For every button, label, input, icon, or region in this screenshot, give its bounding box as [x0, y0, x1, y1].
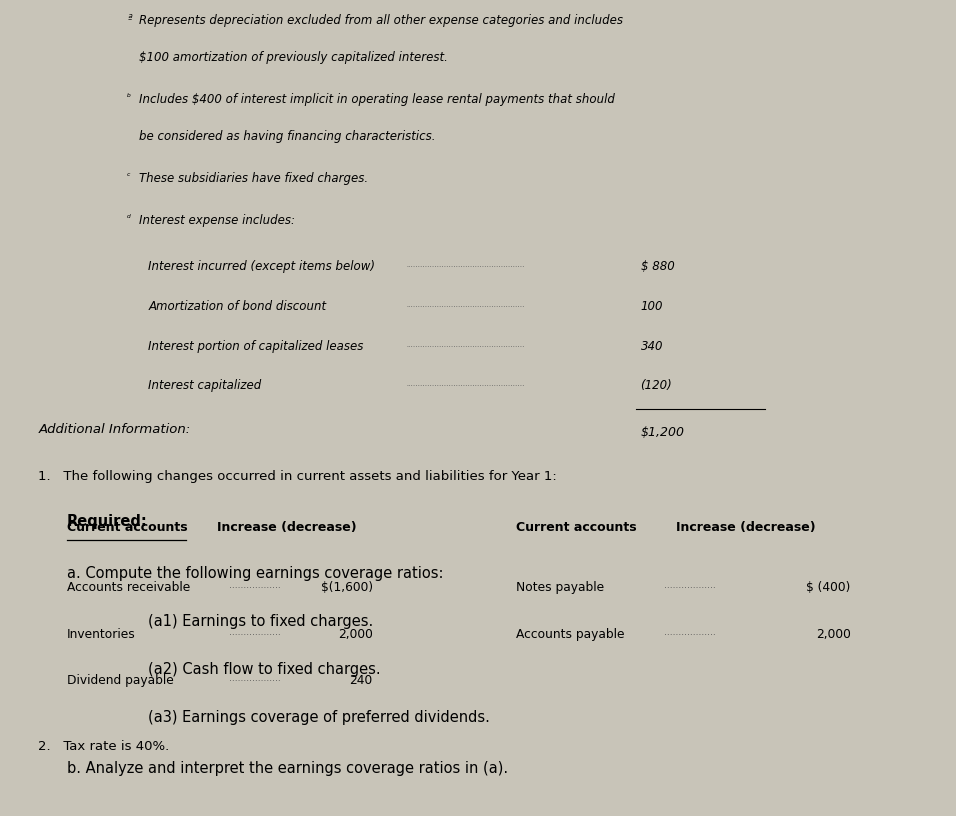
- Text: ª: ª: [127, 14, 132, 24]
- Text: (120): (120): [641, 379, 672, 392]
- Text: Required:: Required:: [67, 514, 147, 530]
- Text: ..................: ..................: [229, 674, 281, 684]
- Text: Dividend payable: Dividend payable: [67, 674, 174, 687]
- Text: Accounts receivable: Accounts receivable: [67, 581, 190, 594]
- Text: $1,200: $1,200: [641, 426, 684, 438]
- Text: Interest capitalized: Interest capitalized: [148, 379, 261, 392]
- Text: a. Compute the following earnings coverage ratios:: a. Compute the following earnings covera…: [67, 565, 444, 581]
- Text: Amortization of bond discount: Amortization of bond discount: [148, 300, 326, 313]
- Text: ..................................................: ........................................…: [406, 260, 525, 269]
- Text: 240: 240: [350, 674, 373, 687]
- Text: $ (400): $ (400): [807, 581, 851, 594]
- Text: ..................................................: ........................................…: [406, 379, 525, 388]
- Text: Interest expense includes:: Interest expense includes:: [139, 214, 294, 227]
- Text: Increase (decrease): Increase (decrease): [676, 521, 815, 534]
- Text: Accounts payable: Accounts payable: [516, 628, 624, 641]
- Text: (a1) Earnings to fixed charges.: (a1) Earnings to fixed charges.: [148, 614, 374, 629]
- Text: Inventories: Inventories: [67, 628, 136, 641]
- Text: $ 880: $ 880: [641, 260, 674, 273]
- Text: ..................: ..................: [664, 581, 716, 591]
- Text: Includes $400 of interest implicit in operating lease rental payments that shoul: Includes $400 of interest implicit in op…: [139, 93, 615, 106]
- Text: Current accounts: Current accounts: [516, 521, 637, 534]
- Text: ..................: ..................: [664, 628, 716, 637]
- Text: ..................: ..................: [229, 581, 281, 591]
- Text: (a3) Earnings coverage of preferred dividends.: (a3) Earnings coverage of preferred divi…: [148, 710, 490, 725]
- Text: b. Analyze and interpret the earnings coverage ratios in (a).: b. Analyze and interpret the earnings co…: [67, 761, 508, 776]
- Text: 2,000: 2,000: [338, 628, 373, 641]
- Text: ᶜ: ᶜ: [127, 172, 131, 182]
- Text: Increase (decrease): Increase (decrease): [217, 521, 357, 534]
- Text: 2,000: 2,000: [816, 628, 851, 641]
- Text: ᵇ: ᵇ: [127, 93, 131, 103]
- Text: 2.   Tax rate is 40%.: 2. Tax rate is 40%.: [38, 739, 169, 752]
- Text: 340: 340: [641, 339, 663, 353]
- Text: ..................................................: ........................................…: [406, 339, 525, 348]
- Text: $100 amortization of previously capitalized interest.: $100 amortization of previously capitali…: [139, 51, 447, 64]
- Text: Current accounts: Current accounts: [67, 521, 187, 534]
- Text: 100: 100: [641, 300, 663, 313]
- Text: ..................................................: ........................................…: [406, 300, 525, 309]
- Text: ᵈ: ᵈ: [127, 214, 131, 224]
- Text: $(1,600): $(1,600): [320, 581, 373, 594]
- Text: Additional Information:: Additional Information:: [38, 424, 190, 437]
- Text: Notes payable: Notes payable: [516, 581, 604, 594]
- Text: Interest incurred (except items below): Interest incurred (except items below): [148, 260, 375, 273]
- Text: Interest portion of capitalized leases: Interest portion of capitalized leases: [148, 339, 363, 353]
- Text: (a2) Cash flow to fixed charges.: (a2) Cash flow to fixed charges.: [148, 662, 380, 676]
- Text: These subsidiaries have fixed charges.: These subsidiaries have fixed charges.: [139, 172, 368, 185]
- Text: be considered as having financing characteristics.: be considered as having financing charac…: [139, 131, 435, 144]
- Text: Represents depreciation excluded from all other expense categories and includes: Represents depreciation excluded from al…: [139, 14, 622, 27]
- Text: 1.   The following changes occurred in current assets and liabilities for Year 1: 1. The following changes occurred in cur…: [38, 470, 557, 483]
- Text: ..................: ..................: [229, 628, 281, 637]
